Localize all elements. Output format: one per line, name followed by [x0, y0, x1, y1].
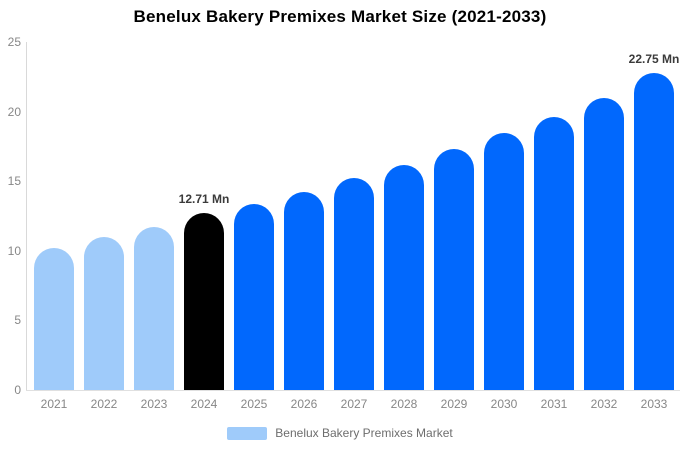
x-tick-label: 2028 [390, 397, 418, 411]
bar-slot: 2029 [434, 42, 474, 411]
bar [434, 149, 474, 390]
legend: Benelux Bakery Premixes Market [0, 426, 680, 440]
bar [84, 236, 124, 390]
bar [334, 178, 374, 390]
x-tick-label: 2032 [590, 397, 618, 411]
bar-slot: 2031 [534, 42, 574, 411]
bar [234, 203, 274, 390]
plot-area: 2021 2022 2023 12.71 Mn 2024 2025 2026 2… [27, 42, 680, 411]
bar [284, 191, 324, 390]
bar [384, 164, 424, 390]
legend-swatch [227, 426, 268, 440]
y-axis-line [26, 42, 27, 391]
chart-title: Benelux Bakery Premixes Market Size (202… [133, 7, 547, 26]
y-tick-label: 10 [7, 243, 21, 258]
x-tick-label: 2031 [540, 397, 568, 411]
bar-slot: 2022 [84, 42, 124, 411]
x-tick-label: 2024 [190, 397, 218, 411]
legend-label: Benelux Bakery Premixes Market [275, 426, 453, 440]
bar [34, 248, 74, 390]
bar [584, 97, 624, 390]
bar-value-label: 22.75 Mn [628, 52, 680, 67]
bar [634, 73, 674, 390]
x-tick-label: 2026 [290, 397, 318, 411]
bar [484, 133, 524, 390]
bar-slot: 2032 [584, 42, 624, 411]
bar-slot: 2028 [384, 42, 424, 411]
x-tick-label: 2025 [240, 397, 268, 411]
bar-value-label: 12.71 Mn [178, 192, 230, 207]
bar-slot: 22.75 Mn 2033 [629, 42, 680, 411]
x-tick-label: 2022 [90, 397, 118, 411]
bar [134, 227, 174, 390]
y-tick-label: 0 [14, 383, 21, 397]
x-tick-label: 2021 [40, 397, 68, 411]
x-tick-label: 2027 [340, 397, 368, 411]
y-tick-label: 25 [7, 35, 21, 49]
bar-slot: 12.71 Mn 2024 [179, 42, 230, 411]
bar-slot: 2030 [484, 42, 524, 411]
y-tick-label: 15 [7, 174, 21, 189]
x-tick-label: 2023 [140, 397, 168, 411]
bar-slot: 2025 [234, 42, 274, 411]
bar-slot: 2027 [334, 42, 374, 411]
x-tick-label: 2030 [490, 397, 518, 411]
bar-slot: 2023 [134, 42, 174, 411]
bar [534, 116, 574, 390]
bar-series: 2021 2022 2023 12.71 Mn 2024 2025 2026 2… [27, 42, 680, 411]
y-tick-label: 20 [7, 104, 21, 119]
x-tick-label: 2033 [640, 397, 668, 411]
bar [184, 213, 224, 390]
bar-slot: 2026 [284, 42, 324, 411]
x-axis-line [26, 390, 680, 391]
x-tick-label: 2029 [440, 397, 468, 411]
bar-slot: 2021 [34, 42, 74, 411]
y-tick-label: 5 [14, 313, 21, 328]
